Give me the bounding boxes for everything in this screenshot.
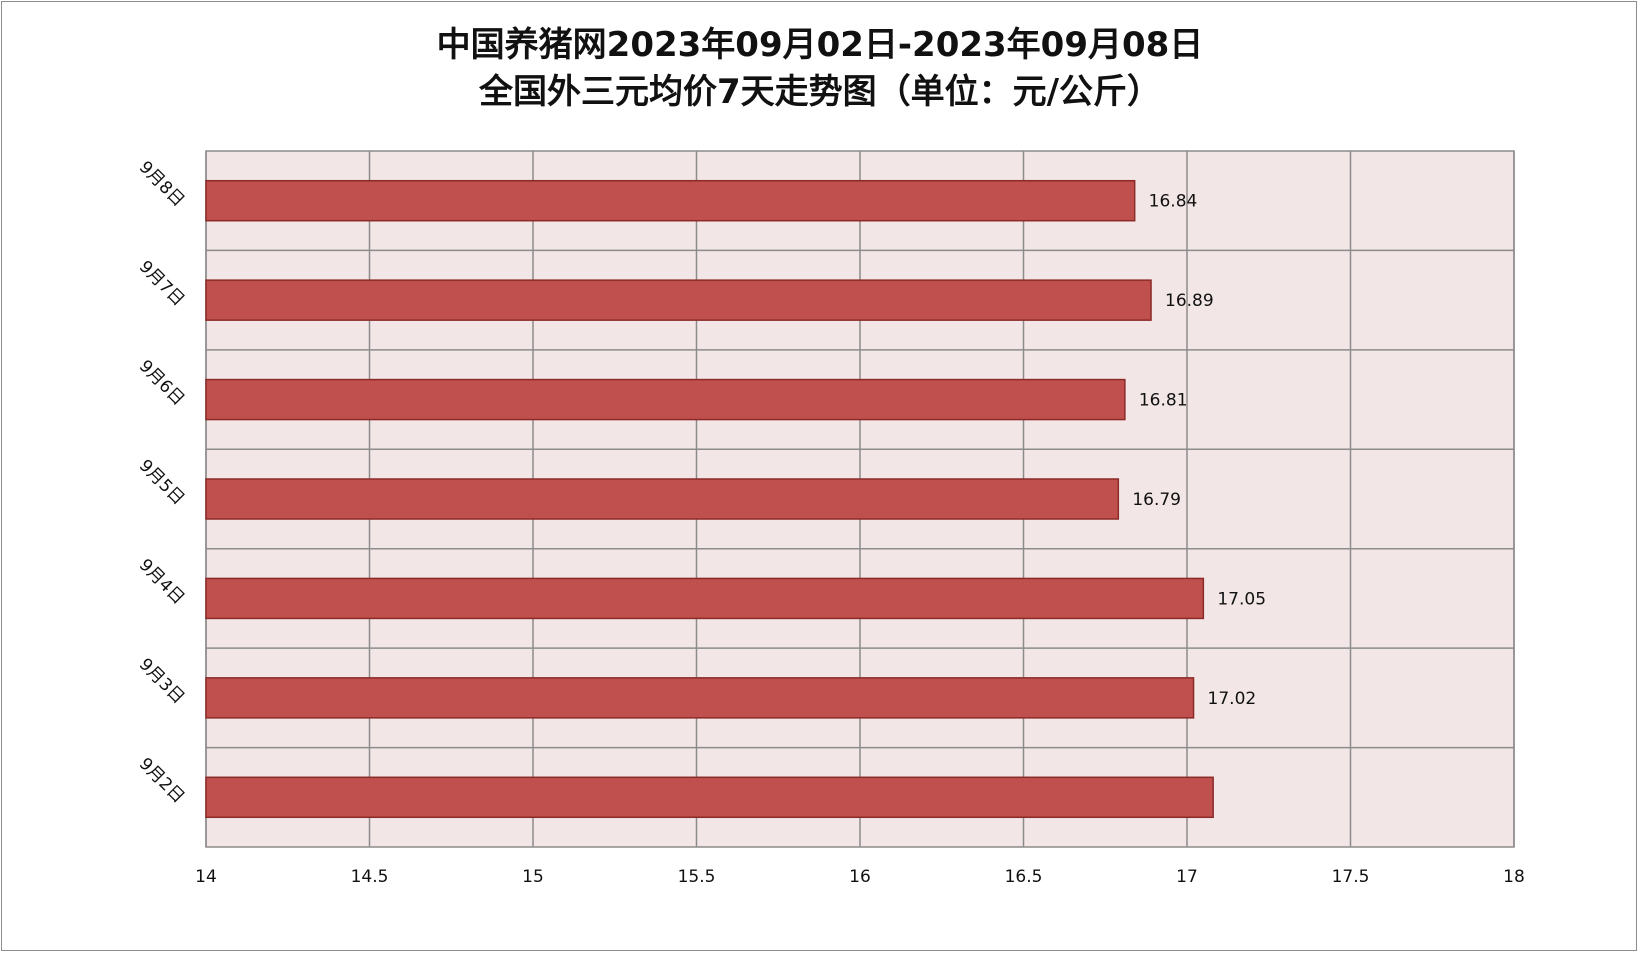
bar [205, 478, 1120, 520]
y-axis-categories: 9月2日 9月3日 9月4日 9月5日 9月6日 9月7日 9月8日 [135, 157, 188, 807]
x-axis-ticks: 14 14.5 15 15.5 16 16.5 17 17.5 18 [195, 867, 1525, 887]
bar [205, 179, 1136, 222]
x-tick-label: 15 [522, 867, 544, 887]
bar [205, 279, 1152, 321]
category-label: 9月6日 [135, 356, 188, 409]
category-label: 9月7日 [135, 257, 188, 310]
gridlines [205, 151, 1515, 847]
bar-value-label: 16.79 [1132, 490, 1181, 510]
bar-value-label: 16.84 [1149, 192, 1198, 212]
x-tick-label: 18 [1503, 867, 1525, 887]
bar-value-label: 17.05 [1217, 589, 1266, 609]
x-tick-label: 16 [849, 867, 871, 887]
x-tick-label: 15.5 [678, 867, 716, 887]
bars [205, 179, 1214, 819]
category-label: 9月2日 [135, 754, 188, 807]
chart-title-line-1: 中国养猪网2023年09月02日-2023年09月08日 [436, 25, 1204, 65]
bar [205, 677, 1195, 719]
category-label: 9月8日 [135, 157, 188, 210]
data-labels: 17.02 17.05 16.79 16.81 16.89 16.84 [1132, 192, 1266, 709]
x-tick-label: 16.5 [1005, 867, 1043, 887]
x-tick-label: 17 [1176, 867, 1198, 887]
x-tick-label: 17.5 [1332, 867, 1370, 887]
x-tick-label: 14.5 [351, 867, 389, 887]
category-label: 9月5日 [135, 456, 188, 509]
chart-title-line-2: 全国外三元均价7天走势图（单位：元/公斤） [478, 72, 1162, 112]
x-tick-label: 14 [195, 867, 217, 887]
bar-value-label: 16.89 [1165, 291, 1214, 311]
bar [205, 577, 1205, 620]
bar-value-label: 17.02 [1208, 689, 1257, 709]
category-label: 9月4日 [135, 555, 188, 608]
bar [205, 776, 1214, 819]
bar [205, 378, 1126, 421]
chart-title: 中国养猪网2023年09月02日-2023年09月08日 全国外三元均价7天走势… [0, 22, 1640, 116]
category-label: 9月3日 [135, 655, 188, 708]
bar-value-label: 16.81 [1139, 391, 1188, 411]
